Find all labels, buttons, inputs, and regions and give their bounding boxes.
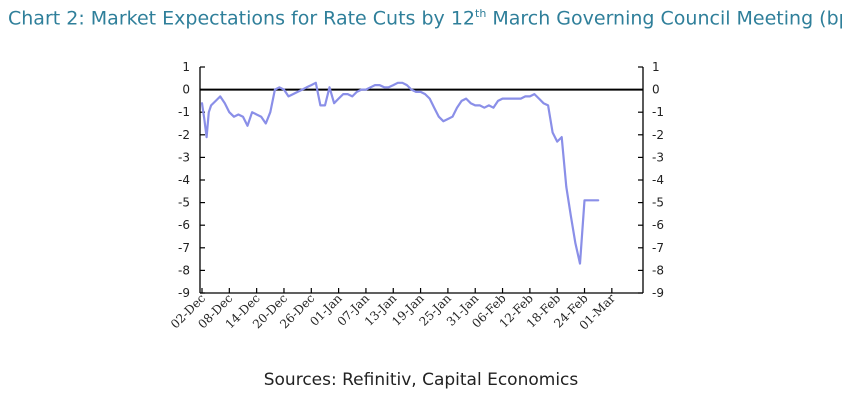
y-axis-ticks: 1 1 0 0 -1 -1 -2 -2 -3 -3 -4 -4 -5 -5 -6 -6 -7 -7 -8 -8 -9 -9	[178, 60, 664, 300]
y-tick-label-left: 1	[182, 60, 190, 74]
y-tick-label-left: 0	[182, 83, 190, 97]
y-tick-label-right: -9	[652, 286, 664, 300]
y-tick-label-right: -5	[652, 196, 664, 210]
y-tick-label-left: -9	[178, 286, 190, 300]
y-tick-label-right: 1	[652, 60, 660, 74]
y-tick-label-left: -1	[178, 105, 190, 119]
series-layer	[200, 81, 600, 265]
y-tick-label-left: -4	[178, 173, 190, 187]
line-chart: 1 1 0 0 -1 -1 -2 -2 -3 -3 -4 -4 -5 -5 -6 -6 -7 -7 -8 -8 -9 -9…	[168, 60, 664, 333]
y-tick-label-right: -8	[652, 263, 664, 277]
y-tick-label-right: -7	[652, 241, 664, 255]
y-tick-label-right: -2	[652, 128, 664, 142]
y-tick-label-left: -2	[178, 128, 190, 142]
chart-title-superscript: th	[475, 7, 487, 20]
y-tick-label-right: -4	[652, 173, 664, 187]
chart-title: Chart 2: Market Expectations for Rate Cu…	[8, 7, 842, 29]
chart-title-rest: March Governing Council Meeting (bp)	[486, 7, 842, 30]
y-tick-label-right: 0	[652, 83, 660, 97]
y-tick-label-left: -7	[178, 241, 190, 255]
y-tick-label-left: -5	[178, 196, 190, 210]
chart-title-main: Chart 2: Market Expectations for Rate Cu…	[8, 7, 475, 30]
y-tick-label-right: -3	[652, 150, 664, 164]
series-line	[200, 81, 600, 265]
x-axis-ticks: 02-Dec08-Dec14-Dec20-Dec26-Dec01-Jan07-J…	[168, 288, 618, 333]
y-tick-label-left: -8	[178, 263, 190, 277]
y-tick-label-right: -6	[652, 218, 664, 232]
y-tick-label-left: -3	[178, 150, 190, 164]
chart-axes	[199, 67, 644, 294]
y-tick-label-left: -6	[178, 218, 190, 232]
chart-source: Sources: Refinitiv, Capital Economics	[263, 370, 579, 390]
y-tick-label-right: -1	[652, 105, 664, 119]
